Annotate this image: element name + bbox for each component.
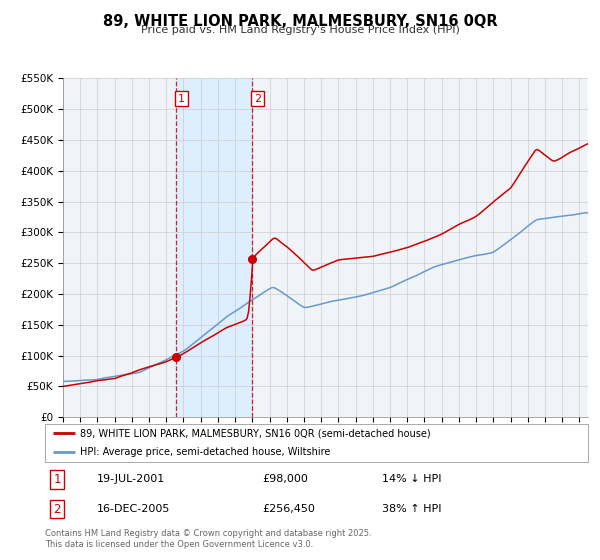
Text: £98,000: £98,000 bbox=[262, 474, 308, 484]
Text: 14% ↓ HPI: 14% ↓ HPI bbox=[382, 474, 441, 484]
Bar bbox=[176, 78, 251, 417]
Text: 2: 2 bbox=[53, 502, 61, 516]
Text: £256,450: £256,450 bbox=[262, 504, 315, 514]
Text: 1: 1 bbox=[178, 94, 185, 104]
Text: 89, WHITE LION PARK, MALMESBURY, SN16 0QR (semi-detached house): 89, WHITE LION PARK, MALMESBURY, SN16 0Q… bbox=[80, 428, 431, 438]
Text: 16-DEC-2005: 16-DEC-2005 bbox=[97, 504, 170, 514]
Text: 38% ↑ HPI: 38% ↑ HPI bbox=[382, 504, 441, 514]
Text: HPI: Average price, semi-detached house, Wiltshire: HPI: Average price, semi-detached house,… bbox=[80, 447, 331, 458]
Text: 19-JUL-2001: 19-JUL-2001 bbox=[97, 474, 165, 484]
Text: Contains HM Land Registry data © Crown copyright and database right 2025.
This d: Contains HM Land Registry data © Crown c… bbox=[45, 529, 371, 549]
Text: 89, WHITE LION PARK, MALMESBURY, SN16 0QR: 89, WHITE LION PARK, MALMESBURY, SN16 0Q… bbox=[103, 14, 497, 29]
Text: Price paid vs. HM Land Registry's House Price Index (HPI): Price paid vs. HM Land Registry's House … bbox=[140, 25, 460, 35]
Text: 1: 1 bbox=[53, 473, 61, 486]
Text: 2: 2 bbox=[254, 94, 262, 104]
